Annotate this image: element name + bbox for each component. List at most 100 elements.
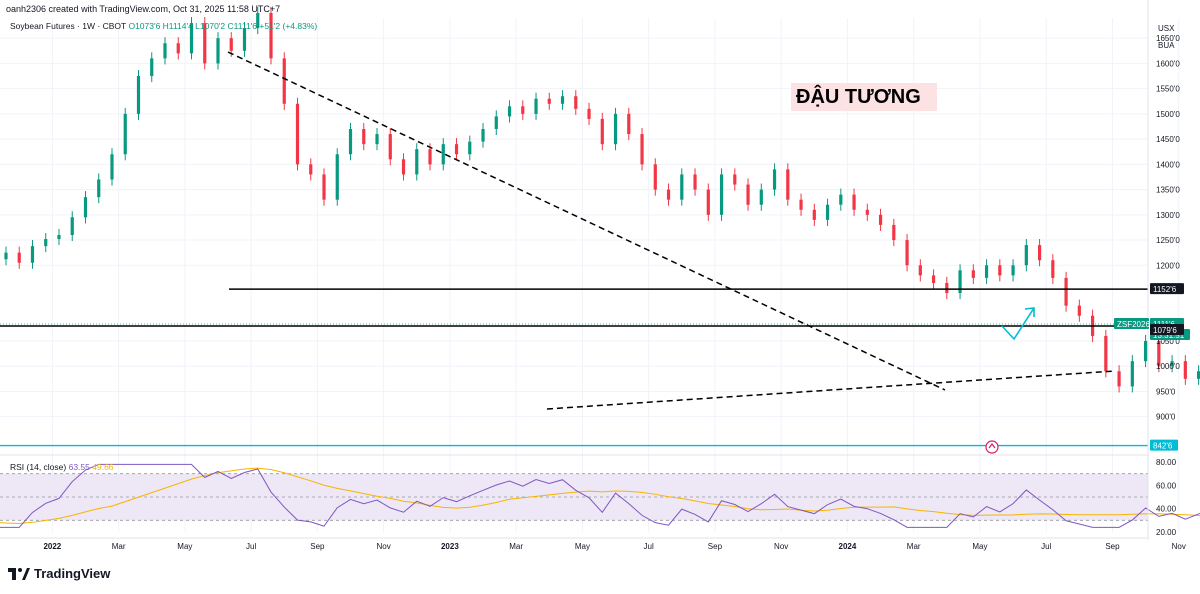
denomination-unit[interactable]: BUA [1158, 41, 1175, 50]
price-tick-label: 1450'0 [1156, 135, 1180, 144]
price-tick-label: 1200'0 [1156, 261, 1180, 270]
candle-body [17, 252, 21, 263]
candle-body [335, 154, 339, 200]
candle-body [613, 113, 618, 145]
price-tag-text-resistance: 1152'6 [1153, 285, 1177, 294]
rsi-band [0, 473, 1148, 521]
candle-body [415, 149, 419, 175]
candle-body [534, 98, 538, 114]
candle-body [83, 197, 88, 218]
symbol-name: Soybean Futures · 1W · CBOT [10, 21, 127, 31]
candle-body [1104, 335, 1108, 372]
candle-body [176, 43, 180, 54]
candle-body [309, 164, 313, 175]
candle-body [163, 43, 167, 59]
time-tick-label: Nov [774, 542, 788, 551]
time-tick-label: Jul [1041, 542, 1051, 551]
candle-body [1077, 305, 1081, 316]
price-tick-label: 1650'0 [1156, 34, 1180, 43]
rsi-ma-line [0, 467, 1200, 525]
rsi-label: RSI (14, close) [10, 462, 67, 472]
candle-body [441, 144, 445, 165]
price-tick-label: 1250'0 [1156, 236, 1180, 245]
candle-body [97, 179, 101, 198]
candle-body [123, 113, 127, 155]
price-tag-support [1150, 323, 1184, 335]
candle-body [1024, 245, 1028, 266]
candle-body [494, 116, 498, 130]
candle-body [136, 76, 141, 114]
candle-body [57, 235, 61, 240]
candle-body [733, 174, 737, 185]
rsi-value: 63.55 [68, 462, 90, 472]
candle-body [1170, 361, 1174, 367]
time-tick-label: May [177, 542, 192, 551]
candle-body [256, 12, 260, 29]
candle-body [931, 275, 936, 283]
tradingview-mark-icon [8, 567, 30, 580]
price-tick-label: 1300'0 [1156, 211, 1180, 220]
candle-body [958, 270, 962, 294]
candle-body [786, 169, 790, 200]
candle-body [1130, 361, 1134, 387]
candle-body [640, 134, 644, 165]
time-tick-label: Nov [377, 542, 391, 551]
candle-body [852, 194, 856, 210]
candle-body [30, 246, 35, 263]
candle-body [892, 224, 896, 241]
candle-body [216, 38, 220, 64]
rsi-ma-value: 49.66 [92, 462, 114, 472]
candle-body [680, 174, 684, 200]
candle-body [507, 106, 512, 117]
event-icon-glyph [988, 443, 996, 449]
time-tick-label: May [575, 542, 590, 551]
time-tick-label: Nov [1172, 542, 1186, 551]
candle-body [269, 12, 273, 59]
annotation-label: ĐẬU TƯƠNG [791, 83, 937, 111]
time-tick-label: Mar [112, 542, 126, 551]
candle-body [825, 204, 830, 220]
candle-body [574, 96, 578, 109]
price-tick-label: 1600'0 [1156, 59, 1180, 68]
candle-body [878, 214, 883, 225]
candle-body [812, 209, 816, 220]
candle-body [984, 265, 989, 278]
time-tick-label: Mar [509, 542, 523, 551]
candle-body [1117, 371, 1121, 387]
candle-body [44, 239, 48, 247]
candle-body [600, 118, 604, 145]
drawings [0, 51, 1148, 454]
grid [0, 18, 1180, 532]
tradingview-logo: TradingView [8, 566, 110, 581]
price-tick-label: 1500'0 [1156, 110, 1180, 119]
candle-body [481, 129, 485, 142]
candle-body [719, 174, 724, 215]
candle-body [70, 217, 74, 235]
price-tag-text-support: 1079'6 [1153, 326, 1177, 335]
currency-unit[interactable]: USX [1158, 24, 1175, 33]
time-tick-label: 2023 [441, 542, 459, 551]
rsi-legend[interactable]: RSI (14, close) 63.55 49.66 [10, 462, 114, 472]
candle-body [295, 103, 300, 165]
time-tick-label: Sep [310, 542, 325, 551]
price-tag-text-countdown: 13:31:51 [1153, 331, 1185, 340]
candle-body [454, 144, 459, 155]
time-tick-label: Sep [1105, 542, 1120, 551]
candle-body [150, 58, 154, 77]
candle-body [110, 154, 114, 180]
price-tick-label: 1550'0 [1156, 85, 1180, 94]
candle-body [375, 134, 379, 145]
rsi-line [0, 463, 1200, 528]
credit-line: oanh2306 created with TradingView.com, O… [6, 4, 281, 14]
candle-body [388, 134, 392, 160]
candle-body [1064, 277, 1068, 306]
symbol-legend[interactable]: Soybean Futures · 1W · CBOT O1073'6 H111… [10, 21, 317, 31]
candle-body [865, 209, 869, 215]
candle-body [189, 23, 194, 54]
time-tick-label: 2022 [43, 542, 61, 551]
candle-body [242, 28, 247, 51]
time-tick-label: May [972, 542, 987, 551]
rsi-pane [0, 463, 1200, 528]
